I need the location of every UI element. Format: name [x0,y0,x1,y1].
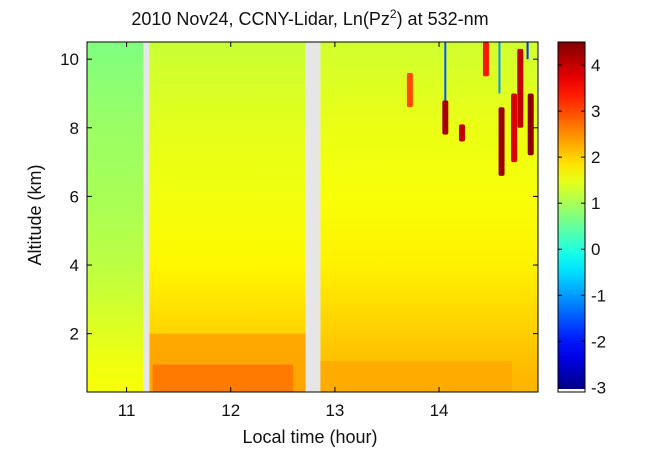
colorbar-scale [558,42,585,392]
y-axis: 2 4 6 8 10 [60,50,538,344]
x-tick-label: 12 [221,401,240,420]
cloud-feature [406,72,413,108]
cloud-feature [517,48,524,128]
x-tick-label: 14 [430,401,449,420]
data-gap [305,42,321,392]
y-tick-label: 2 [70,325,79,344]
boundary-layer-region [152,364,294,392]
colorbar-tick-label: -3 [591,378,606,397]
cloud-feature [442,100,449,135]
boundary-layer-region [320,361,512,392]
colorbar-tick-label: -1 [591,286,606,305]
x-tick-label: 13 [325,401,344,420]
data-gap [143,42,150,392]
title-suffix: ) at 532-nm [397,9,489,29]
y-tick-label: 4 [70,256,79,275]
cloud-feature [458,124,465,142]
colorbar-tick-label: 0 [591,240,600,259]
colorbar-tick-label: 2 [591,148,600,167]
colorbar-tick-label: -2 [591,332,606,351]
x-tick-label: 11 [118,401,136,420]
low-signal-column [444,42,447,101]
cloud-feature [482,42,489,77]
colorbar-tick-label: 4 [591,56,600,75]
plot-frame [86,41,539,393]
title-main: 2010 Nov24, CCNY-Lidar, Ln(Pz [131,9,389,29]
heatmap-field [87,42,538,392]
colorbar: 4 3 2 1 0 -1 -2 -3 [557,41,606,397]
colorbar-tick-label: 3 [591,102,600,121]
x-axis-label: Local time (hour) [242,427,377,447]
colorbar-frame [557,41,586,393]
cloud-feature [511,93,518,163]
y-tick-label: 6 [70,187,79,206]
chart-title: 2010 Nov24, CCNY-Lidar, Ln(Pz2) at 532-n… [131,7,488,29]
low-signal-column [498,42,501,94]
background-band [87,42,144,392]
title-superscript: 2 [390,7,397,21]
y-tick-label: 10 [60,50,79,69]
y-tick-label: 8 [70,119,79,138]
cloud-feature [527,93,534,156]
plot-area [86,41,539,393]
colorbar-nodata-swatch [558,389,585,392]
y-axis-label: Altitude (km) [25,164,45,265]
low-signal-column [526,42,529,60]
background-band [320,42,538,392]
x-axis: 11 12 13 14 [118,42,449,420]
colorbar-tick-label: 1 [591,194,600,213]
cloud-feature [498,107,505,176]
